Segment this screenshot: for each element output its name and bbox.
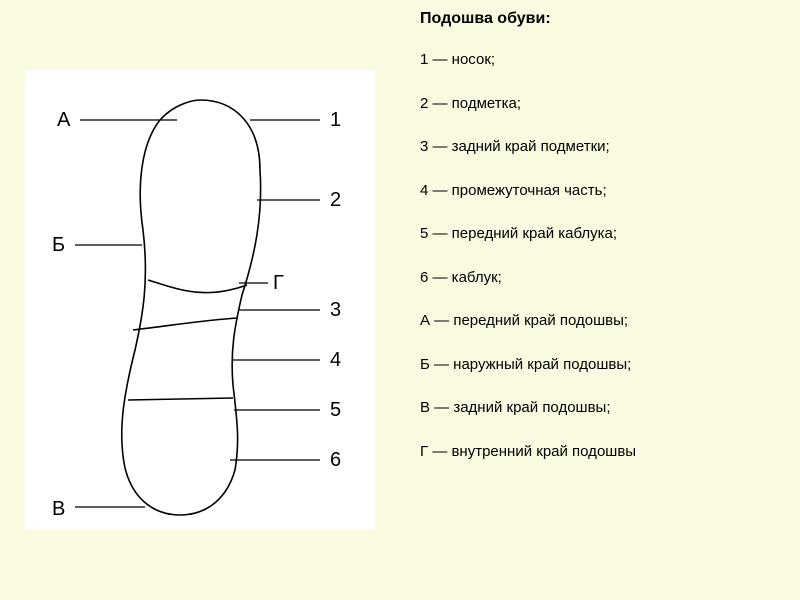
svg-text:Б: Б (52, 234, 65, 256)
legend-item: А — передний край подошвы; (420, 311, 780, 331)
svg-text:В: В (52, 498, 65, 520)
legend-item: Б — наружный край подошвы; (420, 355, 780, 375)
legend-item: 1 — носок; (420, 50, 780, 70)
svg-text:А: А (57, 109, 71, 131)
svg-text:4: 4 (330, 349, 341, 371)
legend-list: 1 — носок; 2 — подметка; 3 — задний край п… (420, 50, 780, 485)
svg-text:Г: Г (273, 272, 284, 294)
diagram-title: Подошва обуви: (420, 10, 780, 28)
sole-diagram: 1 2 Г 3 4 5 6 А Б В (25, 70, 375, 530)
svg-text:6: 6 (330, 449, 341, 471)
legend-item: 5 — передний край каблука; (420, 224, 780, 244)
legend-panel: Подошва обуви: 1 — носок; 2 — подметка; 3 … (400, 0, 800, 600)
legend-item: В — задний край подошвы; (420, 398, 780, 418)
diagram-panel: 1 2 Г 3 4 5 6 А Б В (0, 0, 400, 600)
legend-item: 3 — задний край подметки; (420, 137, 780, 157)
legend-item: 4 — промежуточная часть; (420, 181, 780, 201)
legend-item: 2 — подметка; (420, 94, 780, 114)
svg-text:3: 3 (330, 299, 341, 321)
svg-text:1: 1 (330, 109, 341, 131)
svg-text:5: 5 (330, 399, 341, 421)
legend-item: 6 — каблук; (420, 268, 780, 288)
svg-text:2: 2 (330, 189, 341, 211)
sole-svg: 1 2 Г 3 4 5 6 А Б В (25, 70, 375, 530)
legend-item: Г — внутренний край подошвы (420, 442, 780, 462)
